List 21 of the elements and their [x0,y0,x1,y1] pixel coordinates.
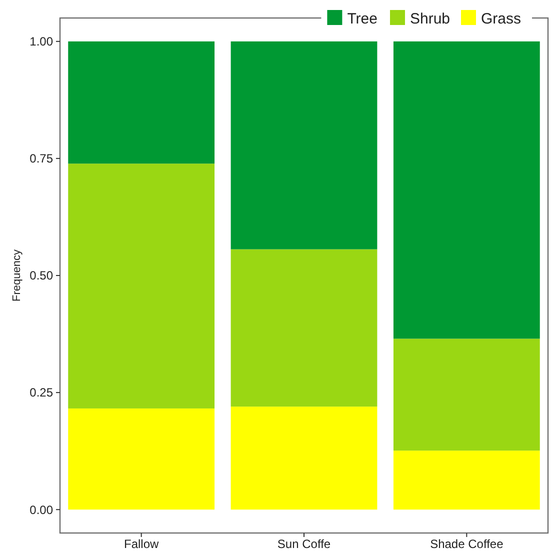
bar [230,406,378,510]
bar [393,450,540,510]
y-tick-label: 1.00 [30,34,54,49]
x-tick-label: Fallow [124,537,159,551]
y-tick-label: 0.25 [30,386,54,400]
bar [230,41,378,250]
legend-label: Shrub [410,10,450,28]
y-tick-label: 0.00 [30,502,54,517]
bar [393,338,540,451]
x-tick-label: Shade Coffee [430,537,504,551]
y-tick-label: 0.75 [30,152,54,166]
bar [68,41,215,164]
x-tick-label: Sun Coffe [277,537,331,551]
bar [68,164,215,408]
legend-label: Tree [347,10,378,28]
legend-label: Grass [481,10,522,28]
y-tick-label: 0.50 [30,268,54,283]
y-axis-title: Frequency [11,249,23,302]
bar [230,249,378,407]
bar [68,408,215,510]
bar [393,41,540,339]
